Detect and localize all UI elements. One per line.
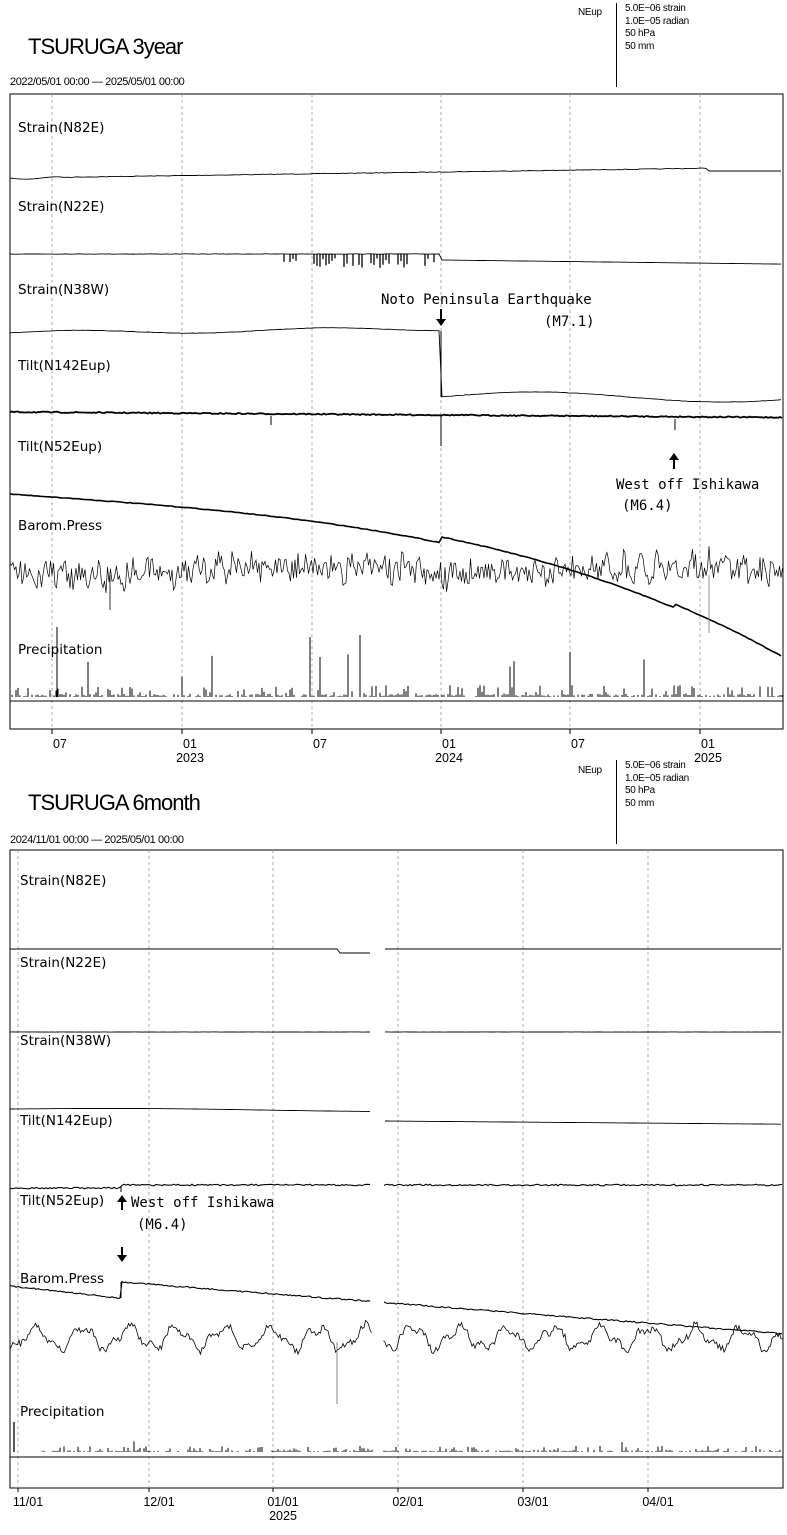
x-tick-label: 12/01 [143,1495,174,1509]
plot-frame [9,93,784,730]
chart-title: TSURUGA 6month [28,790,201,815]
series-strain-n38w [10,1108,370,1112]
scale-rain: 50 mm [625,40,655,52]
x-tick-label: 01 [183,737,197,751]
x-tick-label: 07 [53,737,67,751]
series-tilt-n52eup [9,1280,371,1302]
channel-label: Barom.Press [20,1271,104,1287]
x-tick-label: 02/01 [392,1495,423,1509]
series-strain-n82e [10,948,370,954]
channel-label: Strain(N22E) [18,199,104,215]
x-tick-label: 01 [442,737,456,751]
annotation-arrowhead [117,1255,127,1262]
annotation-label: Noto Peninsula Earthquake [381,292,592,308]
scale-radian: 1.0E−05 radian [625,772,689,784]
chart-3year: TSURUGA 3year 2022/05/01 00:00 — 2025/05… [9,3,784,765]
annotation-magnitude: (M7.1) [544,314,595,330]
channel-label: Strain(N38W) [20,1033,111,1049]
series-barom-press [383,1320,783,1355]
channel-label: Tilt(N52Eup) [19,1193,104,1209]
series-tilt-n142eup [9,1183,370,1190]
x-tick-year-label: 2024 [435,751,463,765]
channel-label: Tilt(N142Eup) [17,358,111,374]
x-tick-year-label: 2025 [269,1509,297,1523]
x-tick-label: 03/01 [517,1495,548,1509]
scale-radian: 1.0E−05 radian [625,15,689,27]
scale-strain: 5.0E−06 strain [625,760,686,771]
chart-6month: TSURUGA 6month 2024/11/01 00:00 — 2025/0… [0,760,787,1535]
date-range: 2024/11/01 00:00 — 2025/05/01 00:00 [10,834,184,846]
channel-label: Tilt(N52Eup) [17,439,102,455]
annotation-arrowhead [669,453,679,460]
scale-direction: NEup [578,765,602,776]
x-tick-label: 01 [701,737,715,751]
scale-pressure: 50 hPa [625,28,655,39]
scale-direction: NEup [578,7,602,18]
series-strain-n38w [385,1120,781,1125]
annotation-label: West off Ishikawa [616,477,759,493]
channel-label: Strain(N22E) [20,955,106,971]
scale-pressure: 50 hPa [625,785,655,796]
annotation-arrowhead [117,1195,127,1202]
channel-label: Tilt(N142Eup) [19,1113,113,1129]
series-barom-press [9,1319,372,1356]
x-tick-label: 01/01 [267,1495,298,1509]
annotation-label: West off Ishikawa [131,1195,274,1211]
scale-legend: 5.0E−06 strain 1.0E−05 radian 50 hPa 50 … [616,760,689,844]
series-strain-n38w [9,327,782,403]
annotation-arrowhead [436,319,446,326]
scale-legend: 5.0E−06 strain 1.0E−05 radian 50 hPa 50 … [616,3,689,87]
x-tick-year-label: 2023 [176,751,204,765]
x-tick-label: 07 [571,737,585,751]
scale-rain: 50 mm [625,797,655,809]
annotation-magnitude: (M6.4) [622,498,673,514]
series-barom-press [9,546,783,593]
scale-strain: 5.0E−06 strain [625,3,686,14]
chart-title: TSURUGA 3year [28,34,183,59]
x-tick-label: 04/01 [642,1495,673,1509]
x-tick-label: 11/01 [13,1495,43,1509]
x-tick-label: 07 [313,737,327,751]
channel-label: Precipitation [18,642,102,658]
series-tilt-n52eup [383,1301,782,1335]
x-tick-year-label: 2025 [694,751,722,765]
series-tilt-n52eup [9,493,782,657]
series-tilt-n142eup [9,410,783,419]
channel-label: Barom.Press [18,518,102,534]
annotation-magnitude: (M6.4) [137,1217,188,1233]
series-strain-n82e [9,167,781,180]
channel-label: Precipitation [20,1404,104,1420]
channel-label: Strain(N38W) [18,282,109,298]
channel-label: Strain(N82E) [18,120,104,136]
channel-label: Strain(N82E) [20,873,106,889]
plot-frame [9,849,784,1489]
series-strain-n22e [9,253,781,265]
series-tilt-n142eup [383,1183,783,1187]
date-range: 2022/05/01 00:00 — 2025/05/01 00:00 [10,76,185,88]
